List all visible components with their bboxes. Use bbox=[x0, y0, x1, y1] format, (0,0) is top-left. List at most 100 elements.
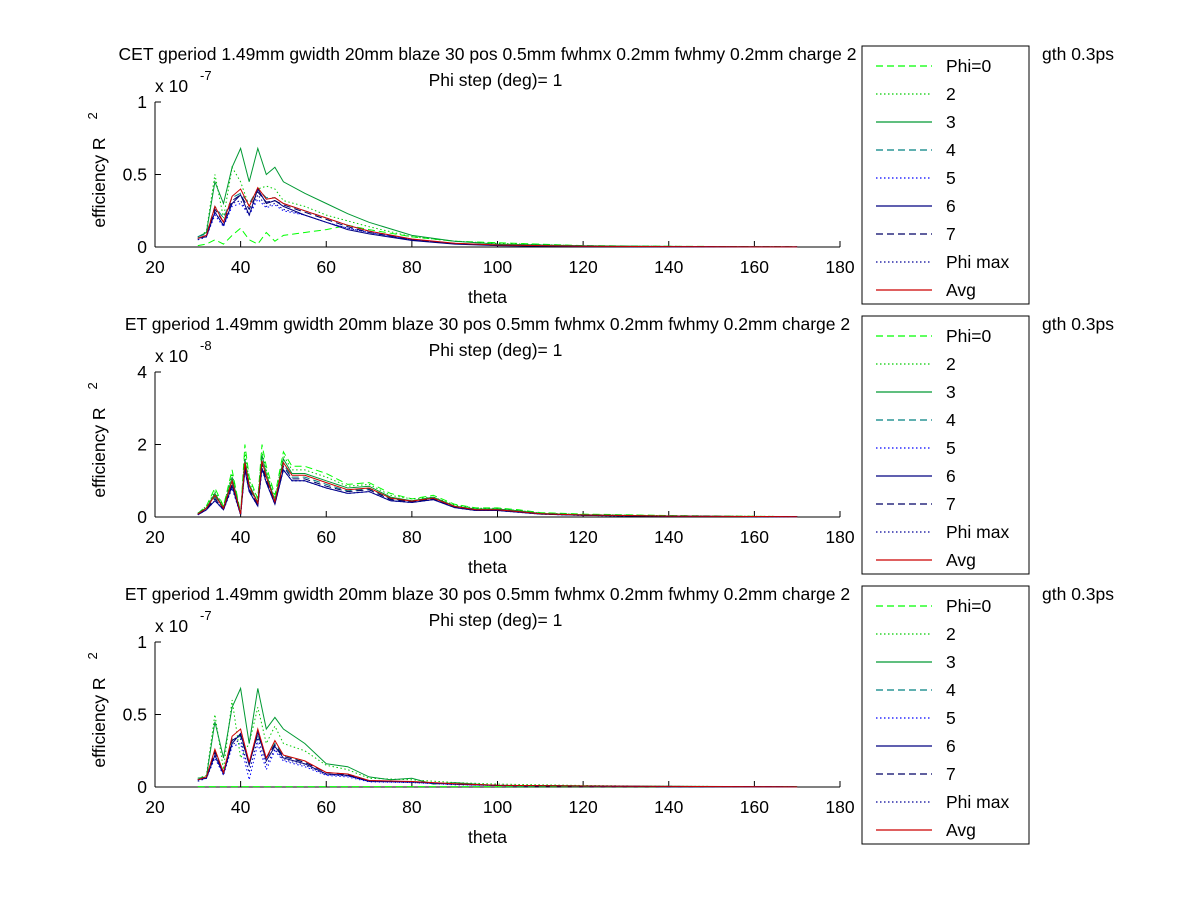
y-exponent-power: -8 bbox=[200, 338, 212, 353]
x-tick-label: 20 bbox=[145, 797, 165, 817]
y-tick-label: 1 bbox=[137, 632, 147, 652]
legend-item: 3 bbox=[876, 112, 956, 132]
legend-item: Phi max bbox=[876, 522, 1009, 542]
y-exponent-base: x 10 bbox=[155, 346, 188, 366]
legend-label: 2 bbox=[946, 624, 956, 644]
legend-label: 7 bbox=[946, 224, 956, 244]
x-tick-label: 140 bbox=[654, 527, 683, 547]
legend-item: Phi max bbox=[876, 252, 1009, 272]
x-tick-label: 120 bbox=[569, 257, 598, 277]
x-tick-label: 80 bbox=[402, 797, 422, 817]
legend: Phi=0 2 3 4 5 6 7 Phi max Avg bbox=[861, 45, 1030, 305]
x-axis-label: theta bbox=[468, 287, 507, 307]
legend-label: 4 bbox=[946, 140, 956, 160]
legend-label: 3 bbox=[946, 112, 956, 132]
legend-label: 3 bbox=[946, 382, 956, 402]
x-tick-label: 180 bbox=[825, 527, 854, 547]
legend-item: 7 bbox=[876, 224, 956, 244]
legend-label: 6 bbox=[946, 736, 956, 756]
legend-item: 6 bbox=[876, 736, 956, 756]
legend-label: Avg bbox=[946, 820, 976, 840]
x-tick-label: 120 bbox=[569, 797, 598, 817]
y-tick-label: 0.5 bbox=[123, 705, 147, 725]
y-exponent-power: -7 bbox=[200, 68, 212, 83]
legend-label: 4 bbox=[946, 680, 956, 700]
plot-subtitle: Phi step (deg)= 1 bbox=[429, 340, 563, 360]
series-line-avg bbox=[197, 186, 798, 248]
legend-label: Avg bbox=[946, 280, 976, 300]
plot-title-tail: gth 0.3ps bbox=[1042, 44, 1114, 64]
legend: Phi=0 2 3 4 5 6 7 Phi max Avg bbox=[861, 585, 1030, 845]
x-tick-label: 180 bbox=[825, 797, 854, 817]
subplot-3: ET gperiod 1.49mm gwidth 20mm blaze 30 p… bbox=[85, 584, 1114, 847]
legend-item: 5 bbox=[876, 168, 956, 188]
legend-label: 6 bbox=[946, 466, 956, 486]
x-tick-label: 40 bbox=[231, 797, 251, 817]
legend-item: 7 bbox=[876, 494, 956, 514]
legend-label: Avg bbox=[946, 550, 976, 570]
y-axis-label: efficiency R bbox=[89, 407, 109, 497]
legend-label: Phi=0 bbox=[946, 326, 992, 346]
y-axis-label-superscript: 2 bbox=[85, 652, 100, 659]
series-line-avg bbox=[197, 727, 798, 788]
legend-item: Phi=0 bbox=[876, 326, 992, 346]
plot-title-tail: gth 0.3ps bbox=[1042, 584, 1114, 604]
legend-item: 2 bbox=[876, 354, 956, 374]
x-tick-label: 20 bbox=[145, 527, 165, 547]
y-tick-label: 0.5 bbox=[123, 165, 147, 185]
legend-item: 4 bbox=[876, 680, 956, 700]
legend-label: 2 bbox=[946, 354, 956, 374]
plot-title: CET gperiod 1.49mm gwidth 20mm blaze 30 … bbox=[119, 44, 857, 64]
y-exponent-base: x 10 bbox=[155, 76, 188, 96]
y-tick-label: 4 bbox=[137, 362, 147, 382]
legend-item: 5 bbox=[876, 438, 956, 458]
x-tick-label: 140 bbox=[654, 797, 683, 817]
y-tick-label: 0 bbox=[137, 237, 147, 257]
y-exponent-power: -7 bbox=[200, 608, 212, 623]
legend-box bbox=[861, 315, 1030, 575]
x-tick-label: 40 bbox=[231, 257, 251, 277]
legend: Phi=0 2 3 4 5 6 7 Phi max Avg bbox=[861, 315, 1030, 575]
series-line-3 bbox=[197, 146, 798, 248]
legend-item: Phi=0 bbox=[876, 596, 992, 616]
legend-box bbox=[861, 45, 1030, 305]
legend-label: Phi=0 bbox=[946, 596, 992, 616]
x-tick-label: 80 bbox=[402, 257, 422, 277]
plot-subtitle: Phi step (deg)= 1 bbox=[429, 610, 563, 630]
plot-title: ET gperiod 1.49mm gwidth 20mm blaze 30 p… bbox=[125, 314, 850, 334]
x-tick-label: 100 bbox=[483, 527, 512, 547]
x-axis-label: theta bbox=[468, 827, 507, 847]
legend-label: 5 bbox=[946, 438, 956, 458]
x-tick-label: 20 bbox=[145, 257, 165, 277]
legend-item: 2 bbox=[876, 84, 956, 104]
y-axis-label-superscript: 2 bbox=[85, 382, 100, 389]
subplot-2: ET gperiod 1.49mm gwidth 20mm blaze 30 p… bbox=[85, 314, 1114, 577]
subplot-1: CET gperiod 1.49mm gwidth 20mm blaze 30 … bbox=[85, 44, 1114, 307]
plot-title-tail: gth 0.3ps bbox=[1042, 314, 1114, 334]
y-tick-label: 1 bbox=[137, 92, 147, 112]
plot-subtitle: Phi step (deg)= 1 bbox=[429, 70, 563, 90]
x-tick-label: 100 bbox=[483, 257, 512, 277]
x-tick-label: 140 bbox=[654, 257, 683, 277]
legend-item: 5 bbox=[876, 708, 956, 728]
y-exponent-base: x 10 bbox=[155, 616, 188, 636]
legend-item: Phi=0 bbox=[876, 56, 992, 76]
y-axis-label: efficiency R bbox=[89, 677, 109, 767]
y-tick-label: 2 bbox=[137, 435, 147, 455]
y-axis-label: efficiency R bbox=[89, 137, 109, 227]
legend-item: 4 bbox=[876, 410, 956, 430]
legend-label: 4 bbox=[946, 410, 956, 430]
series-line-phi-0 bbox=[197, 224, 798, 248]
y-axis-label-superscript: 2 bbox=[85, 112, 100, 119]
legend-label: 7 bbox=[946, 764, 956, 784]
x-tick-label: 100 bbox=[483, 797, 512, 817]
series-line-avg bbox=[197, 460, 798, 518]
x-tick-label: 160 bbox=[740, 527, 769, 547]
legend-label: 2 bbox=[946, 84, 956, 104]
x-tick-label: 120 bbox=[569, 527, 598, 547]
legend-item: 3 bbox=[876, 652, 956, 672]
x-tick-label: 160 bbox=[740, 257, 769, 277]
legend-label: 3 bbox=[946, 652, 956, 672]
